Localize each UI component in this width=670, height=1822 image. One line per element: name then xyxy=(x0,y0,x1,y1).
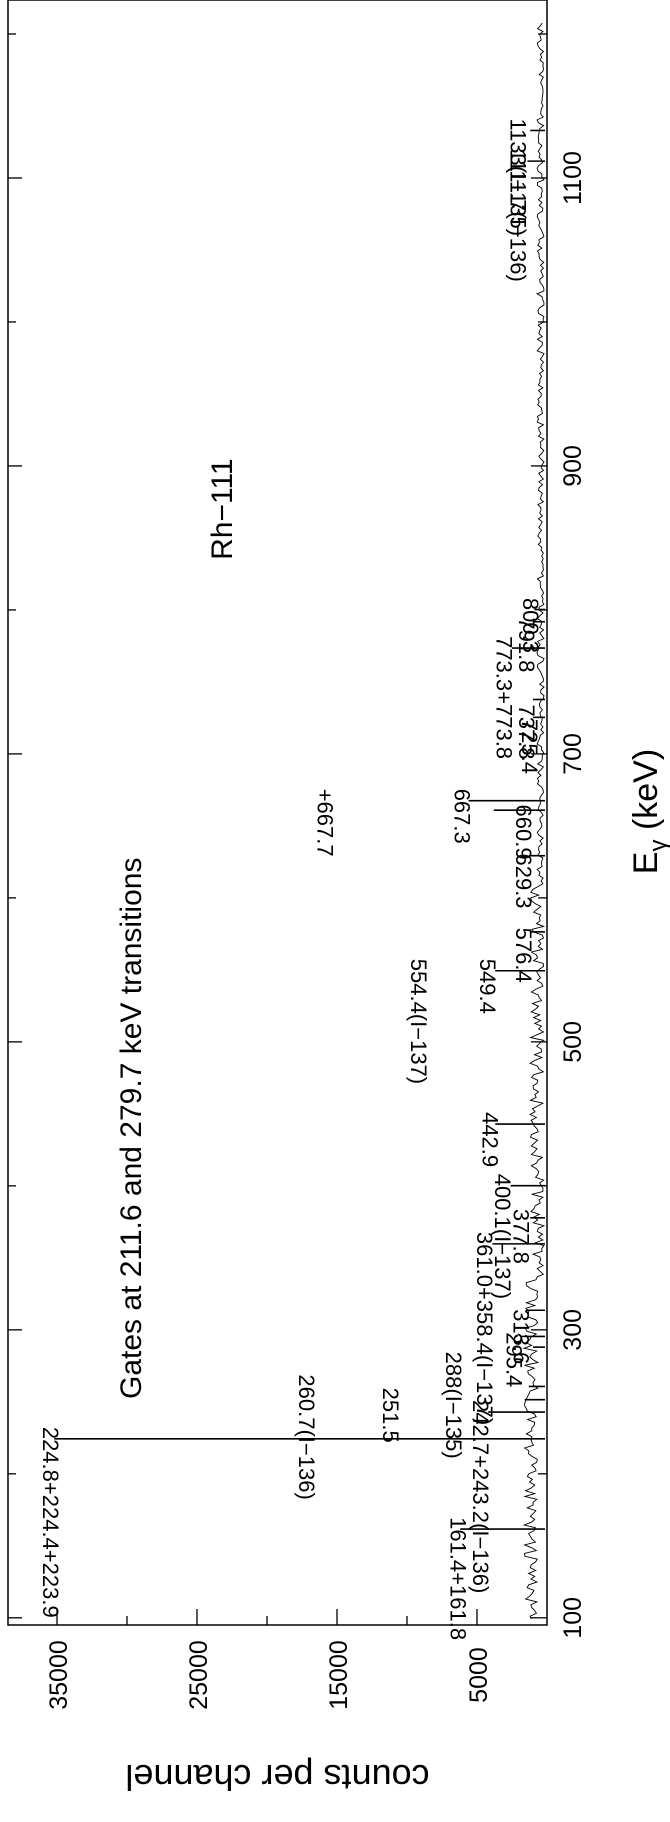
peak-label: 554.4(I−137) xyxy=(406,959,431,1084)
chart-subtitle: Rh−111 xyxy=(206,458,239,559)
peak-label: 242.7+243.2(I−136) xyxy=(468,1400,493,1593)
y-tick-label: 15000 xyxy=(325,1640,353,1710)
peak-label: +667.7 xyxy=(312,789,337,857)
peak-label: 773.3+773.8 xyxy=(492,636,517,759)
peak-label: 737.8 xyxy=(514,704,539,759)
peak-label: 251.5 xyxy=(378,1388,403,1443)
peak-label: 361.0+358.4(I−137) xyxy=(472,1232,497,1425)
peak-label: 288(I−135) xyxy=(441,1352,466,1459)
plot-frame xyxy=(7,0,548,1626)
peak-label: 549.4 xyxy=(475,959,500,1014)
chart-title: Gates at 211.6 and 279.7 keV transitions xyxy=(115,858,148,1399)
peak-label: 224.8+224.4+223.9 xyxy=(38,1427,63,1618)
peak-label: 791.8 xyxy=(514,617,539,672)
y-tick-label: 5000 xyxy=(465,1647,493,1703)
x-tick-label: 300 xyxy=(559,1309,587,1351)
y-axis-label: counts per channel xyxy=(125,1757,429,1798)
peak-label: 660.9 xyxy=(511,805,536,860)
peak-label: 725.4 xyxy=(517,719,542,774)
peak-label: 377.8 xyxy=(508,1209,533,1264)
x-axis-label: Eγ (keV) xyxy=(627,749,670,874)
peak-label: 667.3 xyxy=(450,789,475,844)
peak-label: 1133(I−135) xyxy=(506,118,531,236)
peak-label: 313.6 xyxy=(508,1309,533,1364)
x-tick-label: 900 xyxy=(559,445,587,487)
y-tick-label: 25000 xyxy=(185,1640,213,1710)
peak-label: 400.1(I−137) xyxy=(490,1174,515,1299)
peak-label: 260.7(I−136) xyxy=(294,1374,319,1499)
x-tick-label: 500 xyxy=(559,1021,587,1063)
x-tick-label: 700 xyxy=(559,733,587,775)
peak-label: 800.3 xyxy=(518,598,543,653)
peak-label: 576.4 xyxy=(511,928,536,983)
y-tick-label: 35000 xyxy=(45,1640,73,1710)
peak-label: 1111.7(I−136) xyxy=(506,149,531,282)
peak-label: 629.3 xyxy=(511,853,536,908)
peak-label: 295.4 xyxy=(501,1332,526,1387)
x-tick-label: 100 xyxy=(559,1597,587,1639)
peak-label: 442.9 xyxy=(478,1112,503,1167)
peak-label: 161.4+161.8 xyxy=(445,1517,470,1640)
x-tick-label: 1100 xyxy=(559,151,587,205)
baseline-trace xyxy=(522,22,546,1620)
